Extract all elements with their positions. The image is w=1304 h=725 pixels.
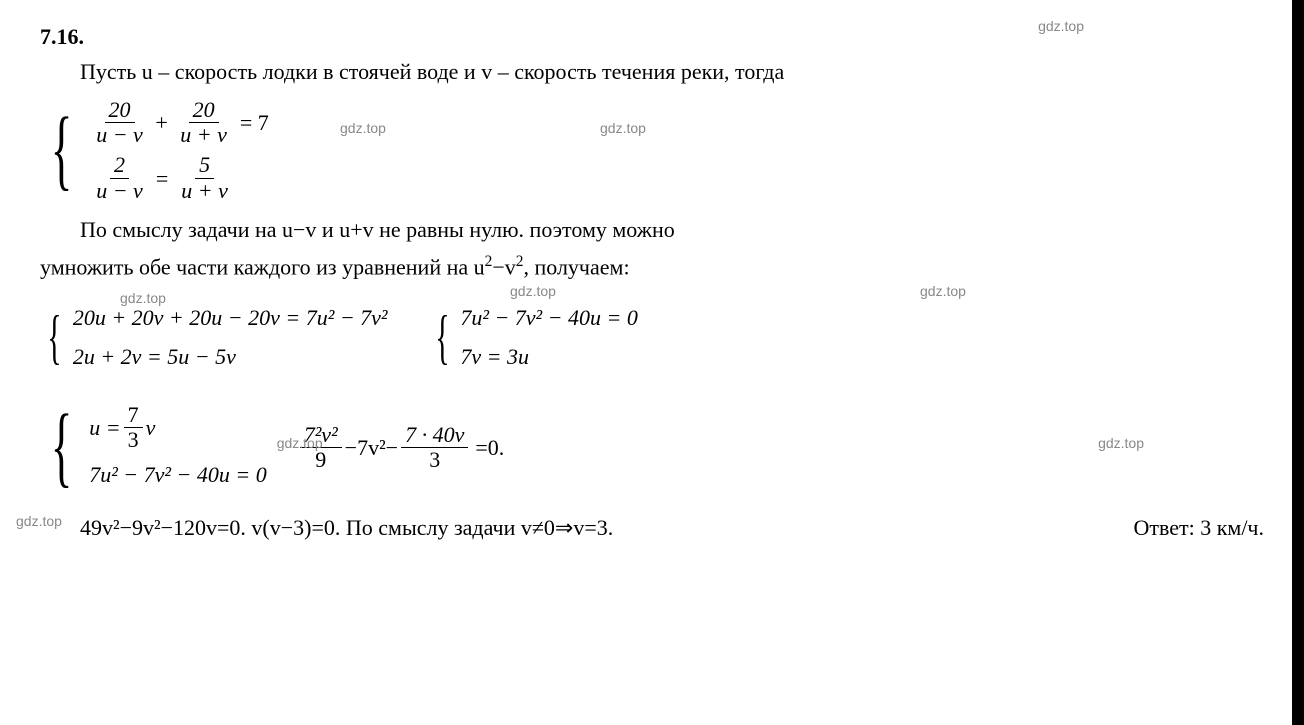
system2a-eq2: 2u + 2v = 5u − 5v [73,340,388,373]
watermark: gdz.top [16,511,62,532]
left-brace: { [47,312,61,363]
fraction-denominator: u − v [92,123,147,147]
fraction-numerator: 20 [189,98,219,123]
fraction-numerator: 20 [105,98,135,123]
watermark: gdz.top [600,118,646,139]
text-span: умножить обе части каждого из уравнений … [40,254,485,279]
explanation-line-2: умножить обе части каждого из уравнений … [40,250,1264,283]
system1-eq1: 20 u − v + 20 u + v = 7 [89,98,269,147]
chain-tail: =0. [475,431,504,464]
watermark: gdz.top [1038,16,1084,37]
chain-mid: −7v²− [345,431,398,464]
watermark: gdz.top [277,433,323,454]
fraction-denominator: u + v [176,123,231,147]
system2a-eq1: 20u + 20v + 20u − 20v = 7u² − 7v² [73,301,388,334]
watermark: gdz.top [510,281,556,302]
system1-eq2: 2 u − v = 5 u + v [89,153,269,202]
fraction-numerator: 2 [110,153,129,178]
fraction-denominator: 3 [425,448,444,472]
text-span: По смыслу задачи на u−v и u+v не равны н… [80,217,675,242]
final-workings: 49v²−9v²−120v=0. v(v−3)=0. По смыслу зад… [80,511,613,544]
fraction-numerator: 7 [124,403,143,428]
fraction-numerator: 5 [195,153,214,178]
explanation-line-1: По смыслу задачи на u−v и u+v не равны н… [40,213,1264,246]
equation-system-1: { 20 u − v + 20 u + v = 7 2 u − v [40,98,1264,203]
eq-lhs: u = [89,411,120,444]
watermark: gdz.top [920,281,966,302]
left-brace: { [435,312,449,363]
eq-rhs: v [146,411,156,444]
fraction-numerator: 7 · 40v [401,423,468,448]
fraction-denominator: 3 [124,428,143,452]
equation-system-2b: { 7u² − 7v² − 40u = 0 7v = 3u [428,301,638,373]
fraction-denominator: u + v [177,179,232,203]
watermark: gdz.top [1098,433,1144,454]
text-span: −v [492,254,515,279]
watermark: gdz.top [340,118,386,139]
right-page-edge [1292,0,1304,725]
intro-text: Пусть u – скорость лодки в стоячей воде … [40,55,1264,88]
system3-eq1: u = 7 3 v [89,403,267,452]
equation-rhs: = 7 [240,106,269,139]
left-brace: { [51,411,73,483]
system3-eq2: 7u² − 7v² − 40u = 0 [89,458,267,491]
final-answer: Ответ: 3 км/ч. [1133,511,1264,544]
system2b-eq2: 7v = 3u [460,340,638,373]
equation-system-3: { u = 7 3 v 7u² − 7v² − 40u = 0 [40,403,267,491]
equals-sign: = [156,162,168,195]
equation-system-2a: { 20u + 20v + 20u − 20v = 7u² − 7v² 2u +… [40,301,388,373]
final-answer-line: 49v²−9v²−120v=0. v(v−3)=0. По смыслу зад… [40,511,1264,544]
left-brace: { [51,114,73,186]
fraction-denominator: u − v [92,179,147,203]
equation-chain: gdz.top 7²v² 9 −7v²− 7 · 40v 3 =0. [297,423,505,472]
text-span: , получаем: [523,254,629,279]
system2b-eq1: 7u² − 7v² − 40u = 0 [460,301,638,334]
